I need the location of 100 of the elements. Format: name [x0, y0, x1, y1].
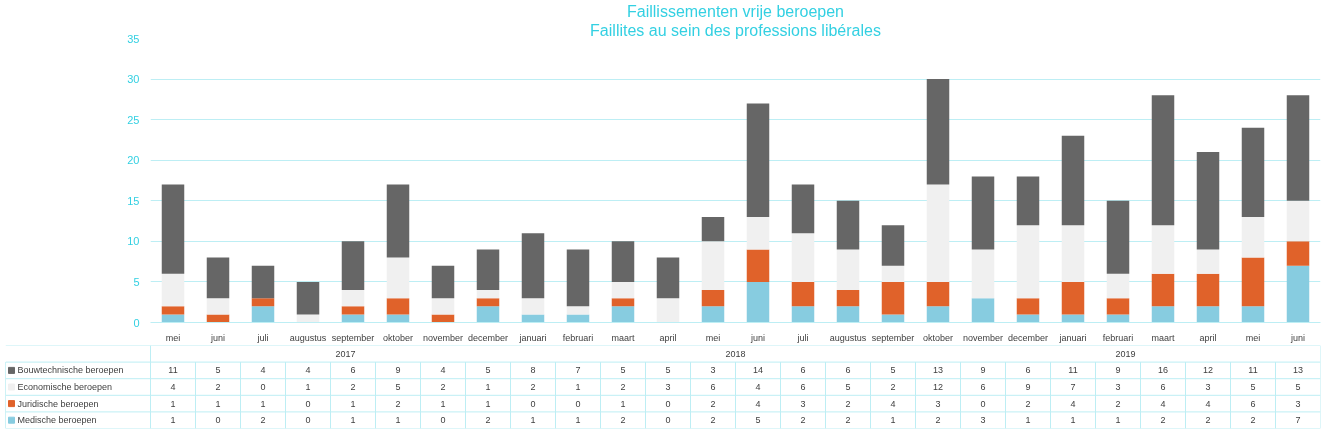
data-label: 9 [1025, 382, 1031, 392]
data-label: 5 [755, 415, 761, 426]
data-label: 1 [575, 415, 581, 426]
y-tick-label: 15 [127, 194, 140, 207]
data-label: 5 [215, 365, 221, 376]
data-label: 6 [350, 365, 356, 376]
x-tick-label: oktober [382, 332, 414, 343]
data-label: 1 [1025, 415, 1031, 426]
data-label: 0 [980, 398, 986, 409]
data-label: 3 [665, 382, 671, 392]
data-label: 1 [575, 382, 581, 392]
y-tick-label: 10 [127, 235, 140, 248]
x-tick-label: september [331, 332, 375, 343]
data-label: 11 [168, 365, 178, 376]
data-label: 5 [1295, 382, 1301, 392]
x-tick-label: mei [165, 332, 181, 343]
data-label: 1 [440, 398, 446, 409]
text: 2017 [335, 348, 356, 359]
data-label: 5 [845, 382, 851, 392]
x-tick-label: mei [705, 332, 721, 343]
data-label: 2 [710, 398, 716, 409]
legend-label: Economische beroepen [17, 382, 113, 392]
data-label: 6 [1160, 382, 1166, 392]
x-tick-label: juni [750, 332, 766, 343]
data-label: 2 [890, 382, 896, 392]
data-label: 2 [710, 415, 716, 426]
y-tick-label: 0 [133, 316, 140, 329]
x-tick-label: oktober [922, 332, 954, 343]
data-label: 2 [935, 415, 941, 426]
data-label: 1 [215, 398, 221, 409]
x-tick-label: mei [1245, 332, 1261, 343]
data-label: 7 [1070, 382, 1076, 392]
data-label: 5 [485, 365, 491, 376]
data-label: 5 [890, 365, 896, 376]
data-label: 0 [260, 382, 266, 392]
x-tick-label: juli [796, 332, 809, 343]
data-label: 3 [710, 365, 716, 376]
x-tick-label: februari [562, 332, 594, 343]
x-tick-label: augustus [829, 332, 867, 343]
data-label: 1 [1070, 415, 1076, 426]
data-label: 2 [260, 415, 266, 426]
x-tick-label: december [1007, 332, 1049, 343]
data-label: 1 [1115, 415, 1121, 426]
data-label: 2 [350, 382, 356, 392]
chart-title: Faillissementen vrije beroepen [627, 2, 844, 20]
text: 2018 [725, 348, 746, 359]
y-tick-label: 20 [127, 154, 140, 167]
data-label: 4 [440, 365, 446, 376]
data-label: 4 [1160, 398, 1166, 409]
data-label: 14 [752, 365, 764, 376]
x-tick-label: juni [210, 332, 226, 343]
data-label: 0 [440, 415, 446, 426]
y-tick-label: 25 [127, 113, 140, 126]
x-tick-label: september [871, 332, 915, 343]
data-label: 1 [170, 415, 176, 426]
data-label: 4 [755, 398, 761, 409]
data-label: 3 [980, 415, 986, 426]
x-tick-label: augustus [289, 332, 327, 343]
x-tick-label: april [659, 332, 677, 343]
data-label: 0 [305, 415, 311, 426]
y-tick-label: 35 [127, 32, 140, 45]
data-label: 6 [845, 365, 851, 376]
data-label: 6 [980, 382, 986, 392]
legend-label: Medische beroepen [17, 415, 97, 426]
data-label: 3 [1205, 382, 1211, 392]
data-label: 5 [1250, 382, 1256, 392]
data-label: 7 [575, 365, 581, 376]
data-label: 5 [665, 365, 671, 376]
legend-label: Bouwtechnische beroepen [17, 365, 124, 376]
x-tick-label: april [1199, 332, 1217, 343]
text: 2019 [1115, 348, 1136, 359]
x-tick-label: november [962, 332, 1004, 343]
x-tick-label: juli [256, 332, 269, 343]
data-label: 0 [665, 398, 671, 409]
data-label: 11 [1248, 365, 1258, 376]
x-tick-label: januari [518, 332, 547, 343]
data-label: 2 [845, 415, 851, 426]
data-label: 6 [1250, 398, 1256, 409]
data-label: 3 [1115, 382, 1121, 392]
data-label: 0 [530, 398, 536, 409]
data-label: 4 [260, 365, 266, 376]
data-label: 4 [170, 382, 176, 392]
data-label: 2 [620, 382, 626, 392]
data-label: 6 [710, 382, 716, 392]
data-label: 2 [845, 398, 851, 409]
data-label: 2 [620, 415, 626, 426]
data-label: 0 [575, 398, 581, 409]
data-label: 9 [395, 365, 401, 376]
data-label: 2 [1205, 415, 1211, 426]
data-label: 9 [980, 365, 986, 376]
x-tick-label: maart [611, 332, 635, 343]
data-label: 4 [1070, 398, 1076, 409]
data-label: 2 [800, 415, 806, 426]
data-label: 4 [1205, 398, 1211, 409]
data-label: 1 [350, 398, 356, 409]
x-tick-label: januari [1058, 332, 1087, 343]
data-label: 0 [305, 398, 311, 409]
data-label: 3 [800, 398, 806, 409]
data-label: 3 [935, 398, 941, 409]
data-label: 2 [440, 382, 446, 392]
